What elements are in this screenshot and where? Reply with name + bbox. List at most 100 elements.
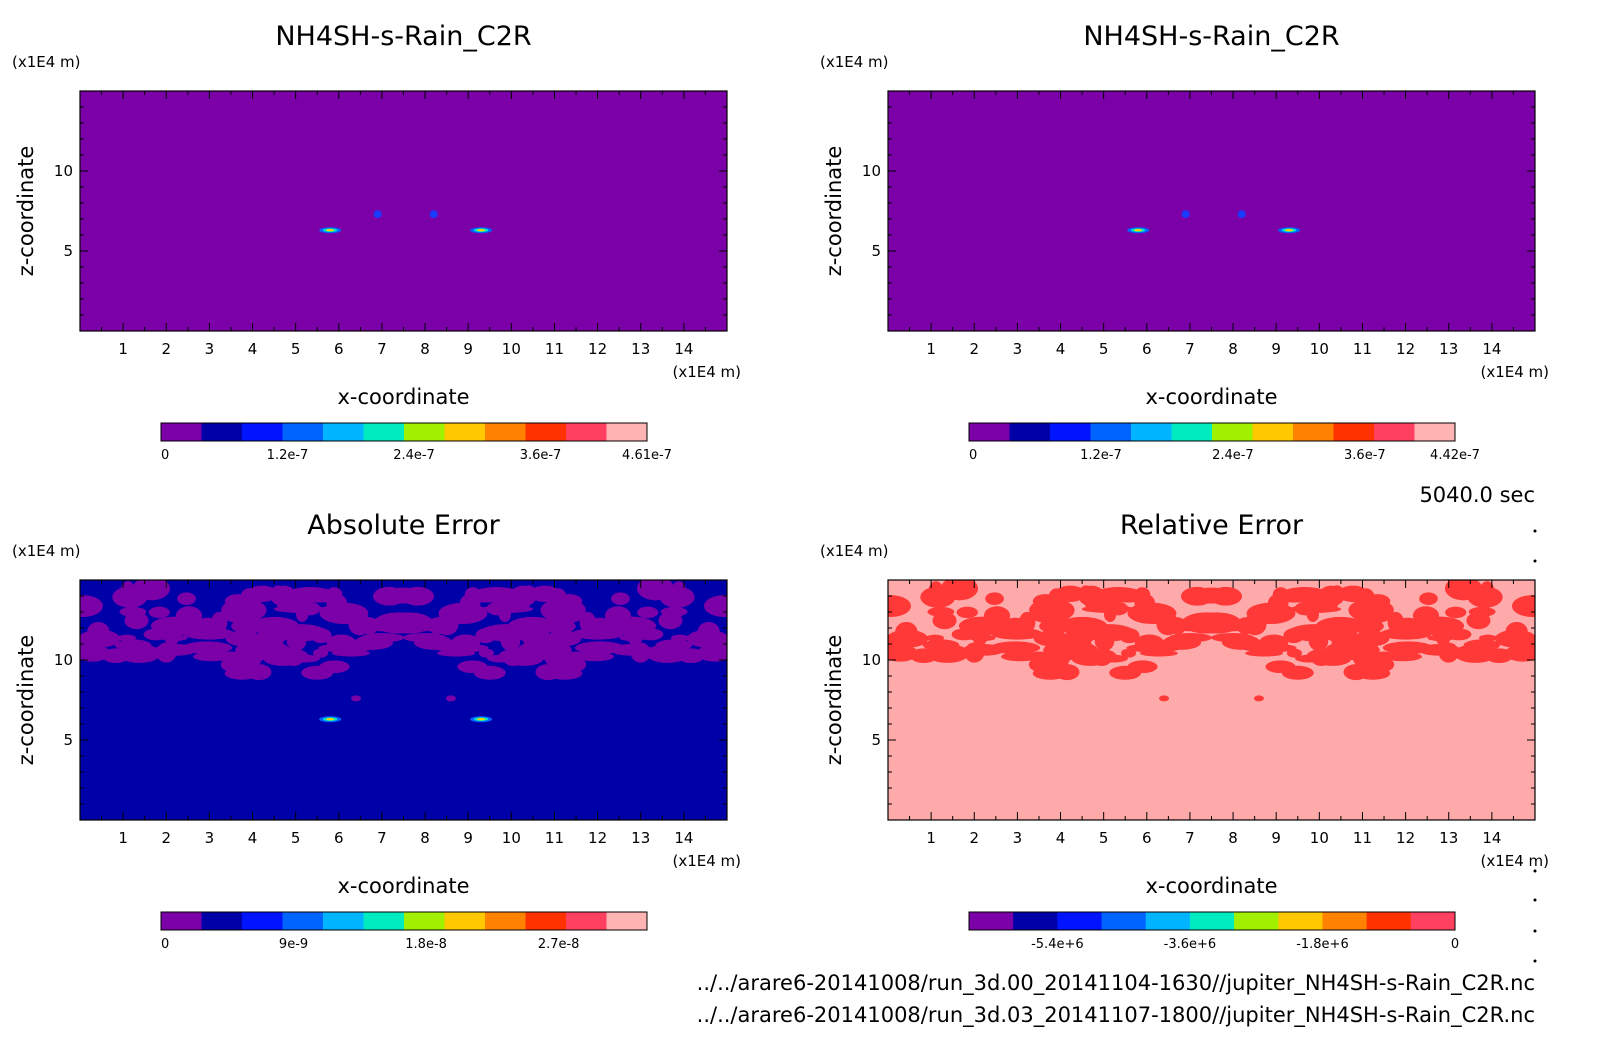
- error-patch: [1286, 648, 1302, 658]
- error-patch: [1478, 634, 1498, 642]
- colorbar-segment: [969, 912, 1014, 930]
- error-patch: [1134, 593, 1156, 612]
- colorbar-segment: [161, 423, 202, 441]
- colorbar-tick-label: -1.8e+6: [1296, 937, 1349, 952]
- colorbar-segment: [525, 423, 567, 441]
- colorbar-tick-label: -5.4e+6: [1031, 937, 1084, 952]
- colorbar-tick-label: 0: [161, 937, 169, 952]
- error-patch: [487, 654, 518, 663]
- x-tick-label: 7: [377, 340, 387, 358]
- x-tick-label: 13: [631, 340, 650, 358]
- error-patch: [985, 592, 1004, 605]
- y-tick-label: 10: [54, 162, 73, 180]
- colorbar-segment: [242, 912, 283, 930]
- x-tick-label: 7: [377, 829, 387, 847]
- error-patch: [540, 598, 586, 623]
- error-patch: [326, 593, 348, 612]
- error-patch: [177, 592, 196, 605]
- error-patch: [1316, 623, 1335, 630]
- error-patch: [888, 629, 929, 648]
- x-unit-label: (x1E4 m): [1480, 852, 1549, 870]
- colorbar-segment: [1057, 912, 1103, 930]
- rain-streak-peak: [326, 229, 335, 232]
- error-patch: [451, 634, 481, 651]
- error-patch: [1050, 640, 1067, 649]
- colorbar: 0 1.2e-7 2.4e-7 3.6e-7 4.61e-7: [160, 422, 672, 463]
- rain-streak-peak: [326, 718, 335, 721]
- colorbar-segment: [444, 423, 486, 441]
- colorbar-segment: [1374, 423, 1415, 441]
- error-patch: [1468, 606, 1496, 617]
- y-tick-label: 10: [862, 162, 881, 180]
- rain-blob: [1181, 210, 1190, 219]
- colorbar-segment: [404, 912, 445, 930]
- x-tick-label: 1: [926, 829, 936, 847]
- error-patch: [354, 635, 394, 650]
- error-patch: [155, 617, 193, 636]
- error-patch: [1445, 606, 1467, 619]
- error-patch: [544, 650, 564, 667]
- plot-field: [80, 91, 727, 331]
- colorbar-segment: [1145, 912, 1191, 930]
- error-patch: [1337, 585, 1369, 602]
- colorbar-segment: [1252, 423, 1294, 441]
- colorbar-tick-label: 0: [161, 448, 169, 463]
- error-patch: [1088, 623, 1107, 630]
- error-patch: [614, 617, 652, 636]
- x-unit-label: (x1E4 m): [672, 852, 741, 870]
- error-patches: [80, 580, 727, 702]
- y-axis-label: z-coordinate: [14, 635, 38, 766]
- colorbar-tick-label: 2.4e-7: [1212, 448, 1254, 463]
- file-path-2: ../../arare6-20141008/run_3d.03_20141107…: [697, 1003, 1535, 1028]
- error-patch: [313, 648, 329, 658]
- x-tick-label: 1: [118, 340, 128, 358]
- x-tick-label: 10: [1310, 340, 1329, 358]
- x-tick-label: 8: [1228, 340, 1238, 358]
- x-tick-label: 1: [926, 340, 936, 358]
- x-tick-label: 14: [1482, 829, 1501, 847]
- panel-4: Relative Error(x1E4 m)(x1E4 m)1 2 3 4 5 6 7 8 9 1…: [820, 510, 1549, 952]
- x-tick-label: 10: [502, 340, 521, 358]
- error-patch: [445, 695, 456, 702]
- error-patch: [1029, 598, 1075, 623]
- error-patch: [1221, 635, 1261, 650]
- error-patch: [289, 654, 320, 663]
- x-tick-label: 11: [1353, 340, 1372, 358]
- error-patch: [80, 595, 104, 617]
- x-axis-label: x-coordinate: [337, 385, 469, 409]
- y-axis-label: z-coordinate: [822, 146, 846, 277]
- error-patch: [611, 592, 630, 605]
- error-patch: [1420, 644, 1447, 652]
- x-tick-label: 12: [1396, 829, 1415, 847]
- error-patch: [301, 665, 334, 680]
- x-tick-label: 6: [334, 829, 344, 847]
- colorbar-segment: [1101, 912, 1147, 930]
- colorbar-segment: [1333, 423, 1375, 441]
- error-patch: [1109, 665, 1142, 680]
- file-path-1: ../../arare6-20141008/run_3d.00_20141104…: [697, 971, 1535, 996]
- error-patch: [221, 598, 267, 623]
- colorbar: -5.4e+6 -3.6e+6 -1.8e+6 0: [968, 911, 1459, 952]
- rain-blob: [429, 210, 438, 219]
- error-patch: [1159, 695, 1170, 702]
- error-patch: [1083, 591, 1120, 613]
- error-patch: [1494, 629, 1535, 648]
- x-tick-label: 8: [420, 340, 430, 358]
- colorbar-segment: [1171, 423, 1213, 441]
- error-patch: [478, 648, 494, 658]
- colorbar-segment: [444, 912, 486, 930]
- colorbar-segment: [363, 423, 405, 441]
- error-patch: [1372, 651, 1397, 661]
- error-patch: [280, 623, 299, 630]
- error-patch: [660, 606, 688, 617]
- error-patch: [459, 593, 481, 612]
- panel-1: NH4SH-s-Rain_C2R(x1E4 m)(x1E4 m)1 2 3 4 5 6 7 8…: [12, 21, 741, 463]
- x-tick-label: 12: [588, 829, 607, 847]
- error-patch: [1479, 581, 1495, 603]
- colorbar-segment: [1293, 423, 1334, 441]
- error-patch: [1295, 654, 1326, 663]
- colorbar-tick-label: 1.2e-7: [1080, 448, 1122, 463]
- error-patch: [119, 606, 147, 617]
- error-patch: [1259, 634, 1289, 651]
- y-tick-label: 5: [63, 242, 73, 260]
